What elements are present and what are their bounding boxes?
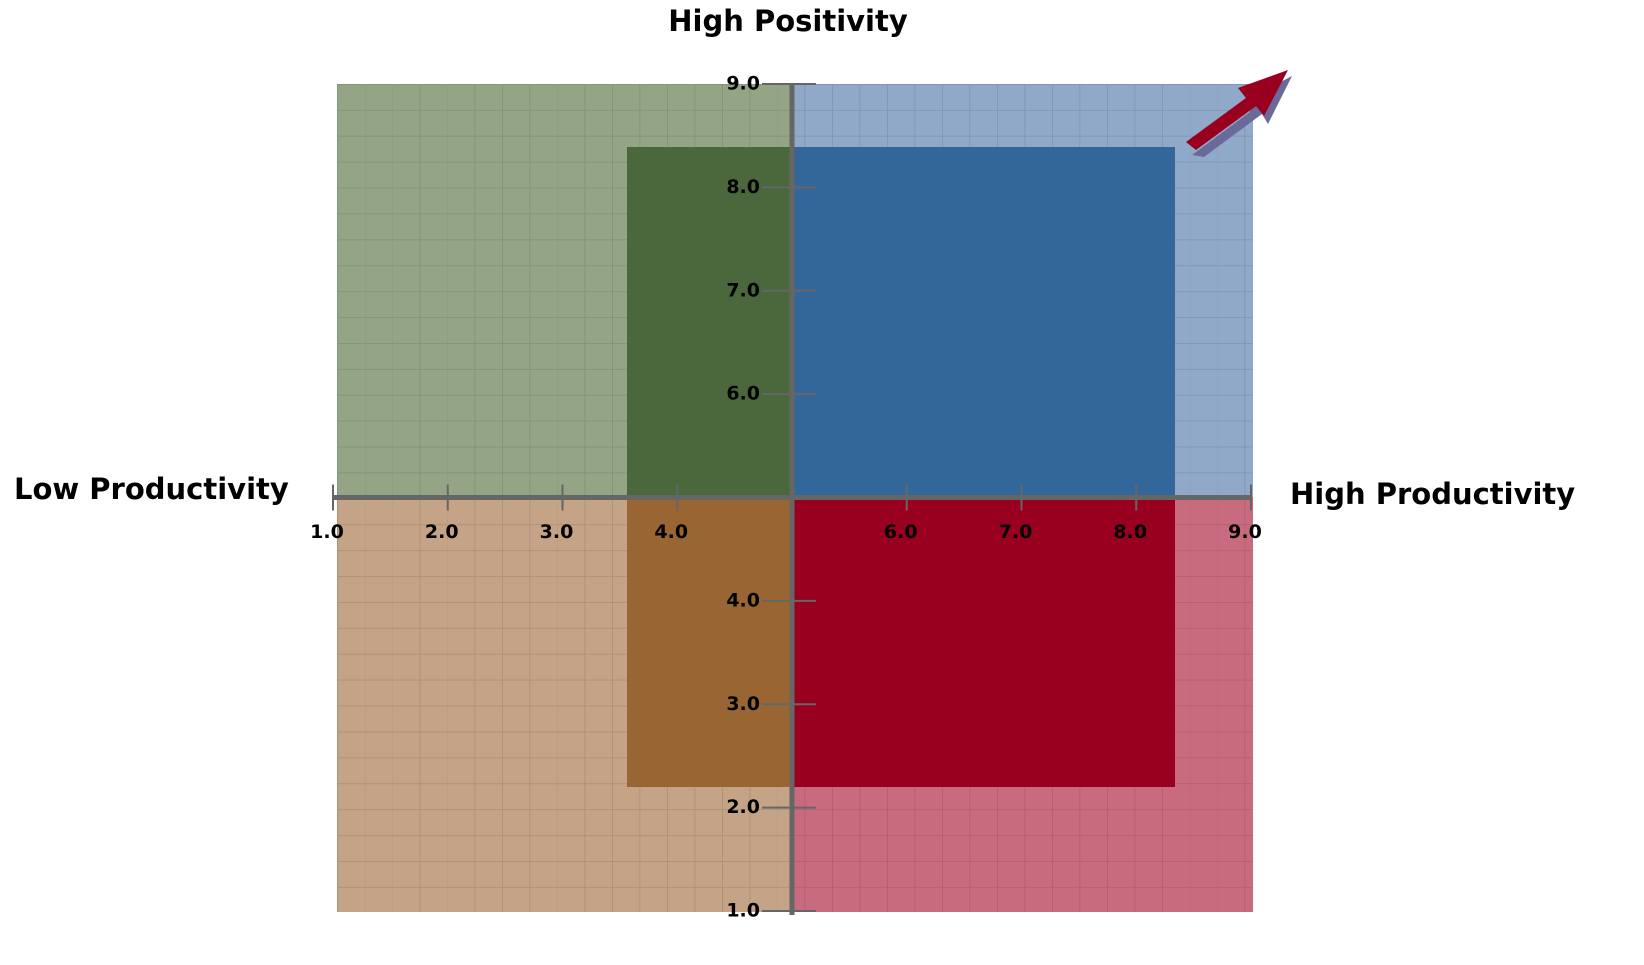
y-tick-label: 7.0: [726, 279, 760, 301]
x-tick-label: 4.0: [654, 521, 688, 543]
right-label: High Productivity: [1290, 477, 1575, 511]
region-top-left: [627, 147, 792, 497]
arrow: [1186, 70, 1292, 157]
inner-regions: [627, 147, 1175, 787]
y-tick-label: 3.0: [726, 693, 760, 715]
y-tick-label: 1.0: [726, 900, 760, 922]
y-tick-label: 4.0: [726, 589, 760, 611]
x-tick-label: 6.0: [884, 521, 918, 543]
left-label: Low Productivity: [14, 472, 289, 506]
x-tick-label: 2.0: [425, 521, 459, 543]
x-tick-label: 7.0: [999, 521, 1033, 543]
y-tick-label: 6.0: [726, 383, 760, 405]
x-tick-label: 1.0: [310, 521, 344, 543]
top-label: High Positivity: [668, 4, 908, 38]
y-tick-label: 9.0: [726, 73, 760, 95]
region-bottom-right: [792, 497, 1175, 787]
region-bottom-left: [627, 497, 792, 787]
arrow-head: [1186, 70, 1288, 150]
x-tick-label: 8.0: [1113, 521, 1147, 543]
y-tick-label: 8.0: [726, 176, 760, 198]
x-tick-label: 3.0: [540, 521, 574, 543]
y-tick-label: 2.0: [726, 796, 760, 818]
region-top-right: [792, 147, 1175, 497]
x-tick-label: 9.0: [1228, 521, 1262, 543]
